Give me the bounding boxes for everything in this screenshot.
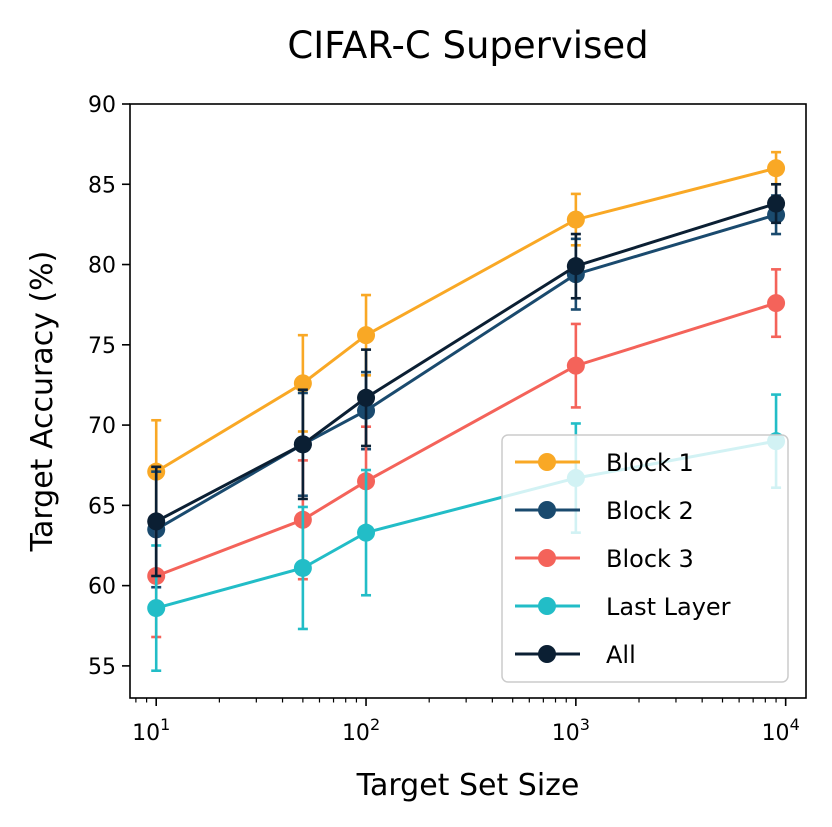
y-axis-label: Target Accuracy (%) — [25, 251, 60, 553]
data-point — [357, 523, 376, 542]
legend-box — [501, 434, 789, 683]
legend-label: All — [606, 641, 636, 669]
series-all — [147, 182, 786, 578]
y-tick-label: 75 — [88, 334, 116, 359]
data-point — [293, 435, 312, 454]
x-axis-label: Target Set Size — [356, 768, 580, 803]
chart-title: CIFAR-C Supervised — [287, 24, 648, 67]
y-tick-label: 65 — [88, 494, 116, 519]
data-point — [767, 294, 786, 313]
data-point — [357, 388, 376, 407]
data-point — [293, 558, 312, 577]
x-tick-exponent: 2 — [370, 715, 380, 734]
x-tick-base: 10 — [762, 721, 790, 746]
legend-marker — [538, 645, 556, 663]
data-point — [566, 356, 585, 375]
x-tick-base: 10 — [342, 721, 370, 746]
legend-label: Block 2 — [606, 497, 694, 525]
y-tick-label: 55 — [88, 655, 116, 680]
y-tick-label: 70 — [88, 414, 116, 439]
legend-marker — [538, 501, 556, 519]
y-tick-label: 85 — [88, 173, 116, 198]
data-point — [147, 512, 166, 531]
y-tick-label: 80 — [88, 254, 116, 279]
data-point — [566, 210, 585, 229]
data-point — [566, 257, 585, 276]
x-tick-label: 102 — [342, 715, 380, 746]
x-tick-base: 10 — [132, 721, 160, 746]
legend-marker — [538, 597, 556, 615]
x-tick-label: 104 — [762, 715, 800, 746]
x-tick-exponent: 1 — [160, 715, 170, 734]
x-tick-base: 10 — [552, 721, 580, 746]
legend-label: Block 1 — [606, 449, 694, 477]
data-point — [767, 194, 786, 213]
legend-label: Last Layer — [606, 593, 731, 621]
x-tick-exponent: 4 — [790, 715, 800, 734]
plot-frame — [129, 103, 807, 699]
data-point — [357, 326, 376, 345]
x-tick-label: 101 — [132, 715, 170, 746]
series-block-1 — [147, 150, 786, 525]
x-tick-label: 103 — [552, 715, 590, 746]
legend-marker — [538, 549, 556, 567]
data-point — [767, 159, 786, 178]
legend-marker — [538, 453, 556, 471]
x-tick-exponent: 3 — [580, 715, 590, 734]
data-point — [293, 374, 312, 393]
legend: Block 1 Block 2 Block 3 Last Layer All — [501, 434, 789, 683]
legend-label: Block 3 — [606, 545, 694, 573]
data-point — [147, 599, 166, 618]
y-tick-label: 60 — [88, 575, 116, 600]
y-tick-label: 90 — [88, 93, 116, 118]
